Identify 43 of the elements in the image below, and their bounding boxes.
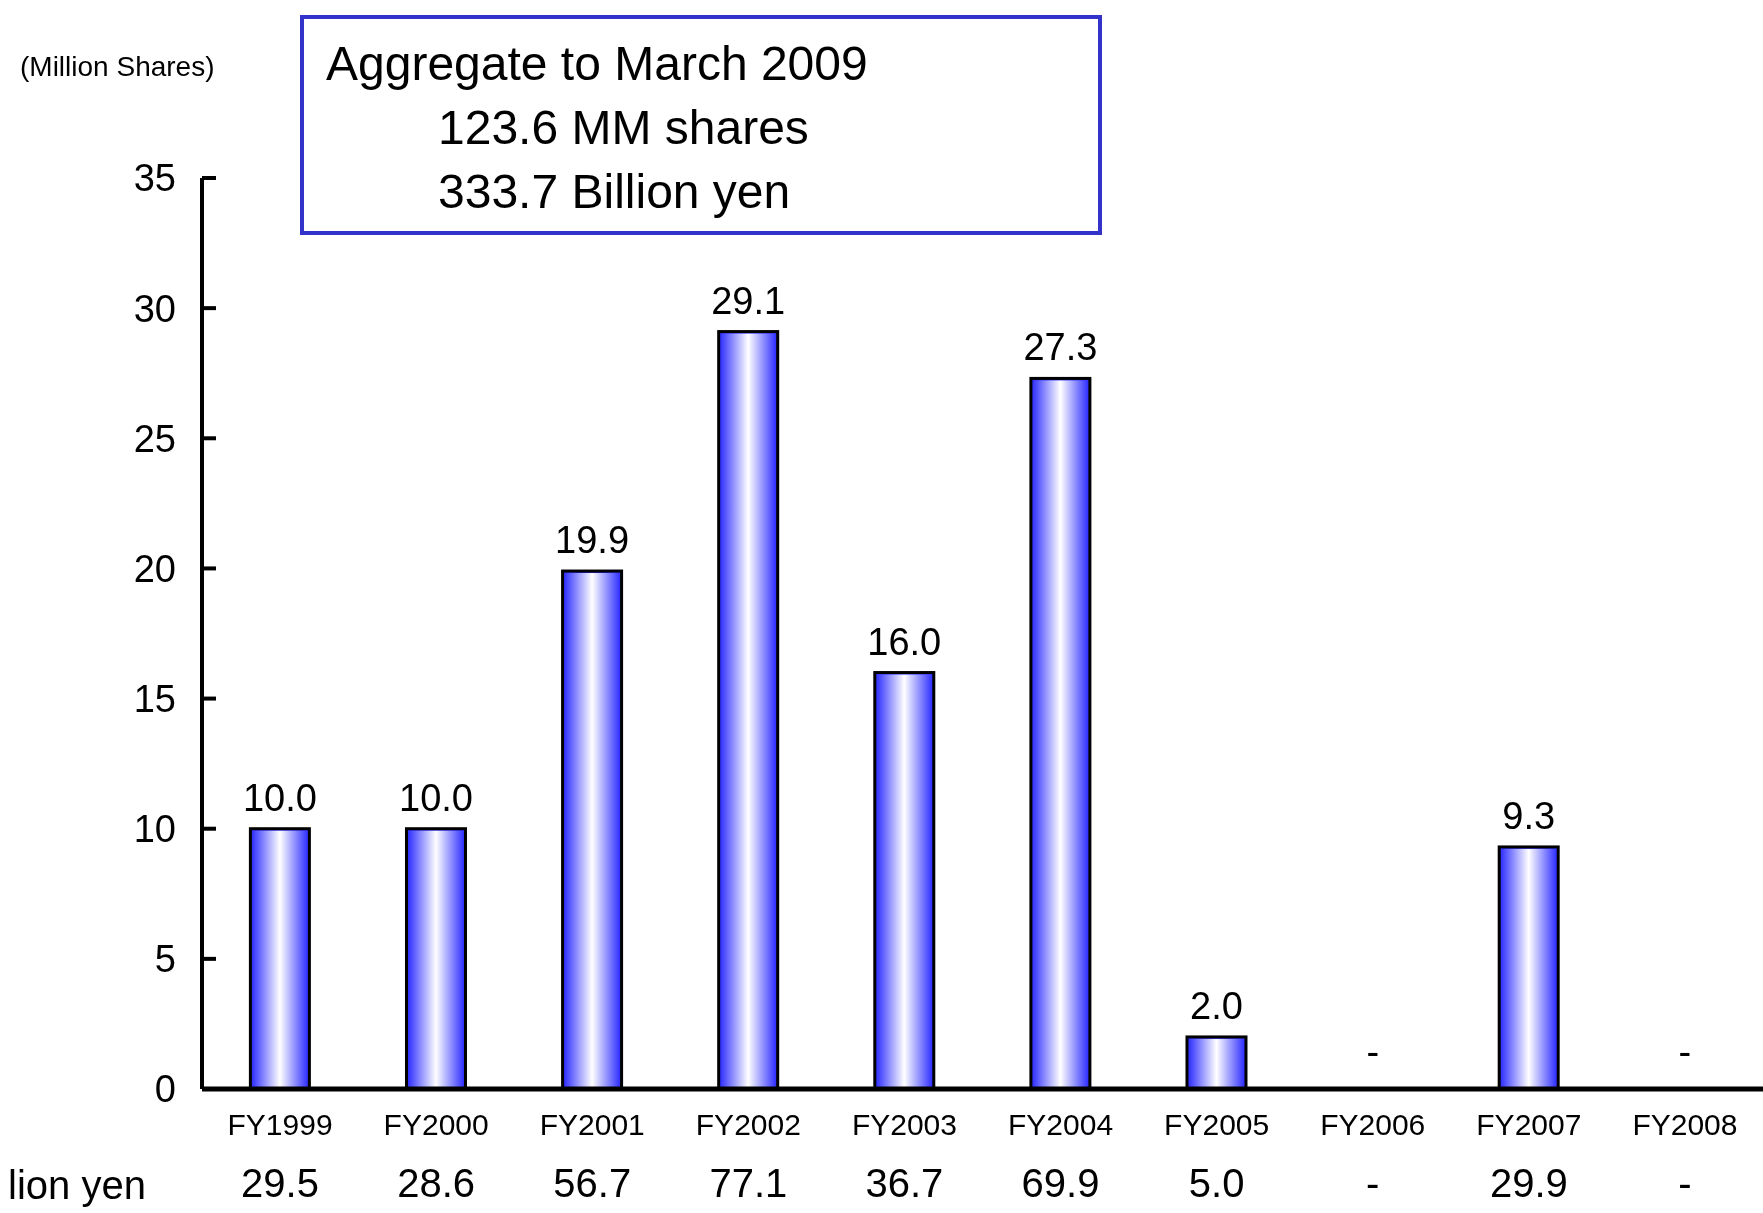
- text: 123.6 MM shares: [438, 101, 809, 154]
- text: lion yen: [8, 1163, 146, 1207]
- data-label: 29.1: [711, 279, 786, 322]
- text: -: [1678, 1161, 1692, 1205]
- data-label: 16.0: [867, 620, 942, 663]
- text: 28.6: [397, 1161, 476, 1205]
- y-tick-label: 35: [133, 157, 176, 200]
- x-tick-label: FY2004: [1008, 1108, 1114, 1141]
- y-axis-title: (Million Shares): [20, 51, 215, 82]
- data-label: 27.3: [1023, 326, 1098, 369]
- x-tick-label: FY2002: [695, 1108, 801, 1141]
- text: -: [1678, 1031, 1692, 1073]
- text: Aggregate to March 2009: [326, 37, 868, 90]
- text: -: [1366, 1161, 1380, 1205]
- data-label: 10.0: [399, 776, 473, 819]
- text: 56.7: [553, 1161, 632, 1205]
- data-label: 9.3: [1502, 794, 1556, 837]
- x-tick-label: FY2005: [1164, 1108, 1270, 1141]
- y-tick-label: 25: [133, 417, 176, 460]
- text: -: [1366, 1031, 1380, 1073]
- text: 5.0: [1188, 1161, 1245, 1205]
- text: 36.7: [865, 1161, 944, 1205]
- data-label: 2.0: [1190, 984, 1243, 1027]
- text: 69.9: [1021, 1161, 1100, 1205]
- annotation: 333.7 Billion yen: [438, 165, 791, 218]
- x-tick-label: FY1999: [227, 1108, 333, 1141]
- x-tick-label: FY2007: [1476, 1108, 1582, 1141]
- data-label: 19.9: [555, 519, 630, 562]
- y-tick-label: 20: [133, 547, 176, 590]
- x-tick-label: FY2003: [851, 1108, 957, 1141]
- text: 77.1: [709, 1161, 788, 1205]
- x-tick-label: FY2001: [539, 1108, 645, 1141]
- data-label: 10.0: [242, 776, 317, 819]
- text: 29.9: [1489, 1161, 1568, 1205]
- x-tick-label: FY2006: [1320, 1108, 1426, 1141]
- y-tick-label: 10: [133, 808, 176, 851]
- text: 29.5: [241, 1161, 319, 1205]
- y-tick-label: 5: [154, 938, 176, 981]
- x-tick-label: FY2000: [383, 1108, 489, 1141]
- y-tick-label: 30: [133, 287, 176, 330]
- y-tick-label: 15: [133, 678, 176, 721]
- y-tick-label: 0: [154, 1068, 176, 1111]
- x-tick-label: FY2008: [1632, 1108, 1738, 1141]
